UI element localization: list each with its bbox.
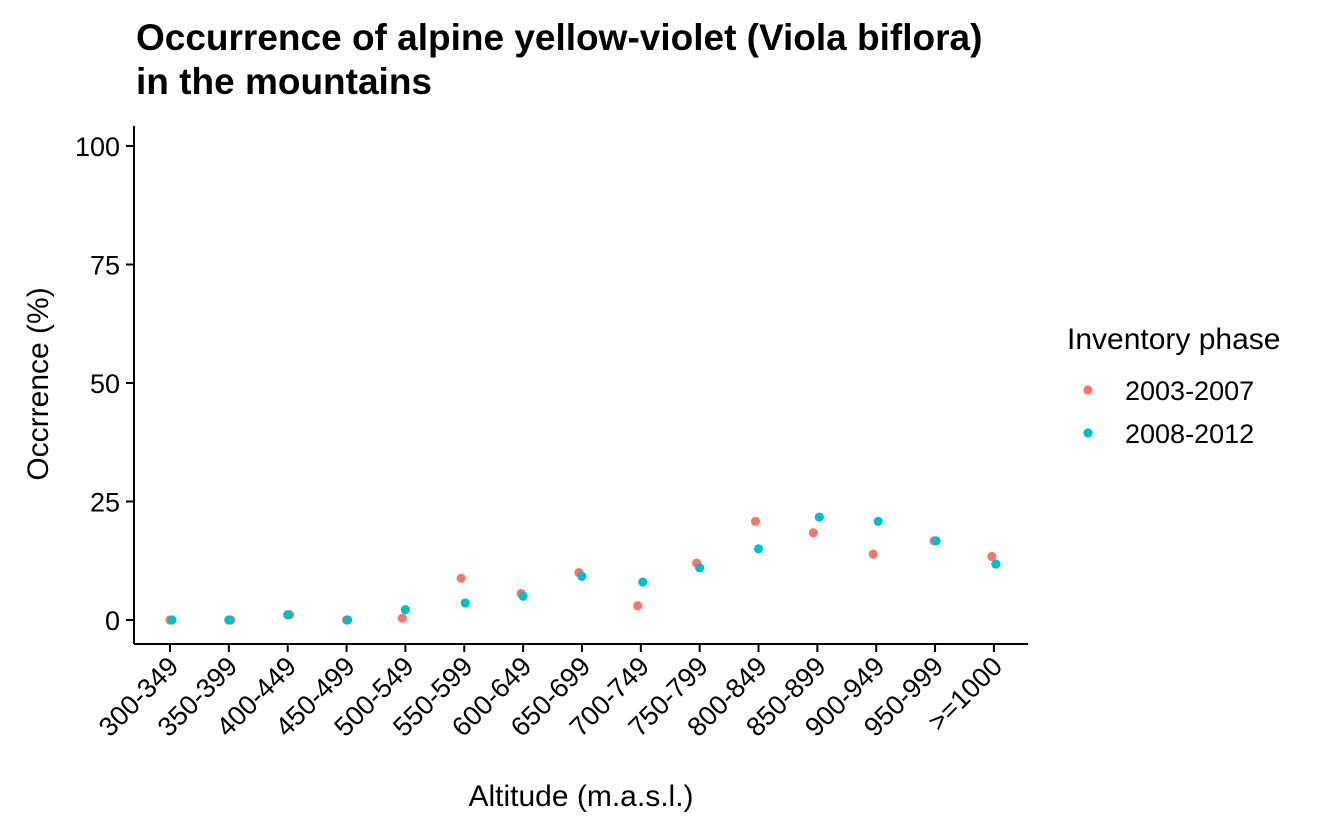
legend-label: 2008-2012 <box>1125 419 1254 449</box>
data-point-2003-2007[interactable] <box>808 528 818 538</box>
y-tick-label: 25 <box>90 488 120 518</box>
legend-key <box>1083 428 1093 438</box>
data-point-2003-2007[interactable] <box>750 516 761 527</box>
data-point-2003-2007[interactable] <box>633 601 643 611</box>
x-axis: 300-349350-399400-449450-499500-549550-5… <box>93 643 1028 742</box>
legend-title: Inventory phase <box>1067 323 1280 356</box>
data-point-2008-2012[interactable] <box>224 615 234 625</box>
data-point-2003-2007[interactable] <box>397 613 407 623</box>
data-points <box>165 512 1001 625</box>
data-point-2008-2012[interactable] <box>342 615 353 625</box>
data-point-2008-2012[interactable] <box>753 544 764 554</box>
data-point-2003-2007[interactable] <box>456 573 466 583</box>
legend-key <box>1083 385 1093 395</box>
data-point-2008-2012[interactable] <box>400 604 410 615</box>
y-axis: 0 25 50 75 100 <box>75 126 135 644</box>
data-point-2008-2012[interactable] <box>638 577 648 587</box>
chart-title-line-1: Occurrence of alpine yellow-violet (Viol… <box>136 17 983 58</box>
data-point-2008-2012[interactable] <box>283 610 293 620</box>
y-tick-label: 0 <box>105 606 120 636</box>
chart-title: Occurrence of alpine yellow-violet (Viol… <box>136 16 982 104</box>
y-tick-label: 75 <box>90 251 120 281</box>
legend-label: 2003-2007 <box>1125 376 1254 406</box>
legend[interactable]: Inventory phase 2003-2007 2008-2012 <box>1067 323 1280 449</box>
data-point-2003-2007[interactable] <box>987 551 997 562</box>
y-tick-label: 50 <box>90 369 120 399</box>
chart-title-line-2: in the mountains <box>136 61 432 102</box>
data-point-2008-2012[interactable] <box>167 615 177 625</box>
data-point-2008-2012[interactable] <box>991 559 1001 569</box>
data-point-2003-2007[interactable] <box>868 549 878 559</box>
x-axis-label: Altitude (m.a.s.l.) <box>468 780 693 813</box>
data-point-2008-2012[interactable] <box>814 512 824 522</box>
data-point-2008-2012[interactable] <box>577 571 587 581</box>
y-tick-label: 100 <box>75 132 120 162</box>
data-point-2008-2012[interactable] <box>695 563 705 573</box>
y-axis-label: Occrrence (%) <box>22 287 55 480</box>
data-point-2008-2012[interactable] <box>518 591 528 601</box>
data-point-2008-2012[interactable] <box>931 536 941 546</box>
data-point-2008-2012[interactable] <box>460 598 470 608</box>
data-point-2008-2012[interactable] <box>873 516 883 527</box>
